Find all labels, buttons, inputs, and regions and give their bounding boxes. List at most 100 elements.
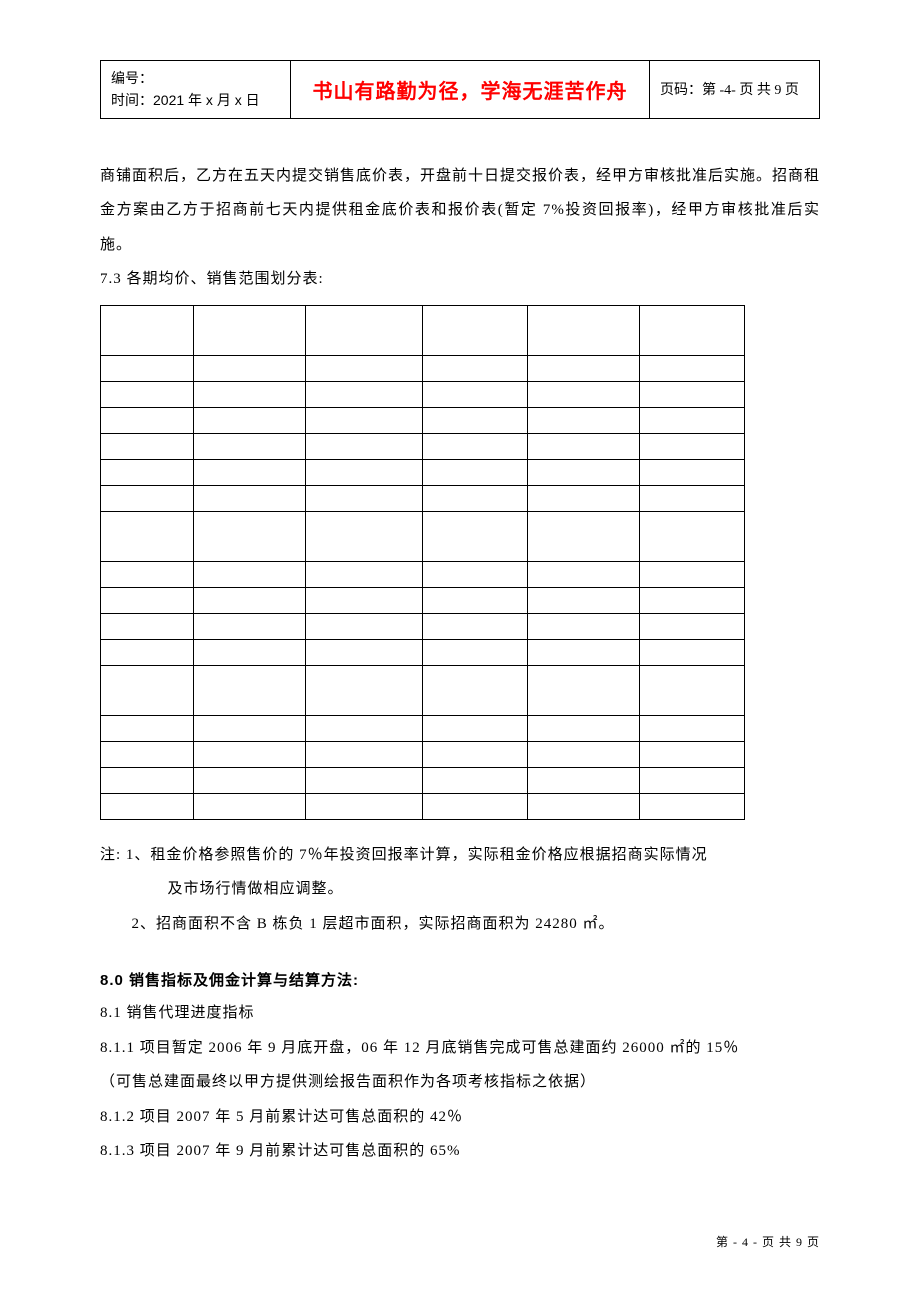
table-cell bbox=[101, 381, 194, 407]
table-cell bbox=[193, 561, 305, 587]
table-cell bbox=[528, 305, 640, 355]
paragraph-7-3: 7.3 各期均价、销售范围划分表: bbox=[100, 262, 820, 297]
table-cell bbox=[101, 407, 194, 433]
table-cell bbox=[305, 433, 423, 459]
table-cell bbox=[305, 715, 423, 741]
table-cell bbox=[640, 485, 745, 511]
table-cell bbox=[423, 715, 528, 741]
table-cell bbox=[305, 741, 423, 767]
table-cell bbox=[423, 459, 528, 485]
note-2: 2、招商面积不含 B 栋负 1 层超市面积，实际招商面积为 24280 ㎡。 bbox=[100, 907, 820, 942]
table-cell bbox=[193, 715, 305, 741]
table-cell bbox=[423, 665, 528, 715]
table-cell bbox=[640, 587, 745, 613]
table-cell bbox=[193, 665, 305, 715]
table-cell bbox=[423, 639, 528, 665]
table-cell bbox=[101, 715, 194, 741]
table-cell bbox=[193, 459, 305, 485]
table-cell bbox=[423, 381, 528, 407]
table-cell bbox=[193, 639, 305, 665]
table-cell bbox=[528, 767, 640, 793]
table-cell bbox=[423, 407, 528, 433]
table-cell bbox=[423, 433, 528, 459]
table-cell bbox=[193, 741, 305, 767]
table-cell bbox=[528, 613, 640, 639]
table-cell bbox=[101, 793, 194, 819]
paragraph-7-2-cont: 商铺面积后，乙方在五天内提交销售底价表，开盘前十日提交报价表，经甲方审核批准后实… bbox=[100, 159, 820, 263]
clause-8-1-1b: （可售总建面最终以甲方提供测绘报告面积作为各项考核指标之依据） bbox=[100, 1065, 820, 1100]
table-cell bbox=[640, 639, 745, 665]
table-cell bbox=[423, 741, 528, 767]
table-cell bbox=[193, 407, 305, 433]
table-cell bbox=[528, 665, 640, 715]
table-cell bbox=[193, 305, 305, 355]
table-cell bbox=[305, 767, 423, 793]
section-8-title: 8.0 销售指标及佣金计算与结算方法: bbox=[100, 969, 820, 990]
table-cell bbox=[423, 561, 528, 587]
section-8-body: 8.1 销售代理进度指标 8.1.1 项目暂定 2006 年 9 月底开盘，06… bbox=[100, 996, 820, 1169]
table-cell bbox=[528, 715, 640, 741]
notes-block: 注: 1、租金价格参照售价的 7％年投资回报率计算，实际租金价格应根据招商实际情… bbox=[100, 838, 820, 942]
page-container: 编号： 时间：2021 年 x 月 x 日 书山有路勤为径，学海无涯苦作舟 页码… bbox=[0, 0, 920, 1219]
table-cell bbox=[305, 613, 423, 639]
table-cell bbox=[528, 639, 640, 665]
table-cell bbox=[101, 587, 194, 613]
doc-number-label: 编号： bbox=[111, 67, 280, 89]
table-cell bbox=[305, 407, 423, 433]
table-cell bbox=[101, 433, 194, 459]
table-cell bbox=[640, 381, 745, 407]
table-cell bbox=[193, 587, 305, 613]
table-cell bbox=[101, 613, 194, 639]
table-cell bbox=[101, 305, 194, 355]
clause-8-1: 8.1 销售代理进度指标 bbox=[100, 996, 820, 1031]
table-cell bbox=[528, 511, 640, 561]
table-cell bbox=[528, 381, 640, 407]
table-cell bbox=[423, 613, 528, 639]
table-cell bbox=[640, 433, 745, 459]
table-cell bbox=[101, 639, 194, 665]
header-left-cell: 编号： 时间：2021 年 x 月 x 日 bbox=[101, 61, 291, 119]
table-cell bbox=[640, 561, 745, 587]
table-cell bbox=[193, 767, 305, 793]
table-cell bbox=[640, 793, 745, 819]
doc-date-label: 时间：2021 年 x 月 x 日 bbox=[111, 89, 280, 111]
table-cell bbox=[640, 305, 745, 355]
table-cell bbox=[305, 459, 423, 485]
table-cell bbox=[101, 459, 194, 485]
table-cell bbox=[305, 511, 423, 561]
header-right-cell: 页码：第 -4- 页 共 9 页 bbox=[650, 61, 820, 119]
table-cell bbox=[423, 355, 528, 381]
clause-8-1-1: 8.1.1 项目暂定 2006 年 9 月底开盘，06 年 12 月底销售完成可… bbox=[100, 1031, 820, 1066]
table-cell bbox=[528, 355, 640, 381]
table-cell bbox=[528, 459, 640, 485]
table-cell bbox=[305, 587, 423, 613]
table-cell bbox=[640, 407, 745, 433]
header-center-cell: 书山有路勤为径，学海无涯苦作舟 bbox=[291, 61, 650, 119]
table-cell bbox=[101, 665, 194, 715]
table-cell bbox=[528, 561, 640, 587]
page-code-label: 页码：第 -4- 页 共 9 页 bbox=[660, 83, 799, 98]
table-cell bbox=[640, 613, 745, 639]
footer-text: 第 - 4 - 页 共 9 页 bbox=[716, 1235, 820, 1249]
table-cell bbox=[101, 561, 194, 587]
table-cell bbox=[305, 305, 423, 355]
table-cell bbox=[305, 381, 423, 407]
body-content: 商铺面积后，乙方在五天内提交销售底价表，开盘前十日提交报价表，经甲方审核批准后实… bbox=[100, 159, 820, 297]
page-footer: 第 - 4 - 页 共 9 页 bbox=[716, 1233, 820, 1250]
table-cell bbox=[528, 433, 640, 459]
price-division-table bbox=[100, 305, 745, 820]
table-cell bbox=[193, 381, 305, 407]
table-cell bbox=[305, 665, 423, 715]
table-cell bbox=[101, 355, 194, 381]
note-1-line2: 及市场行情做相应调整。 bbox=[100, 872, 820, 907]
table-cell bbox=[193, 485, 305, 511]
table-cell bbox=[423, 767, 528, 793]
table-cell bbox=[640, 715, 745, 741]
table-cell bbox=[193, 793, 305, 819]
table-cell bbox=[528, 485, 640, 511]
table-cell bbox=[305, 561, 423, 587]
table-cell bbox=[528, 587, 640, 613]
table-cell bbox=[528, 741, 640, 767]
table-cell bbox=[193, 355, 305, 381]
table-cell bbox=[101, 511, 194, 561]
